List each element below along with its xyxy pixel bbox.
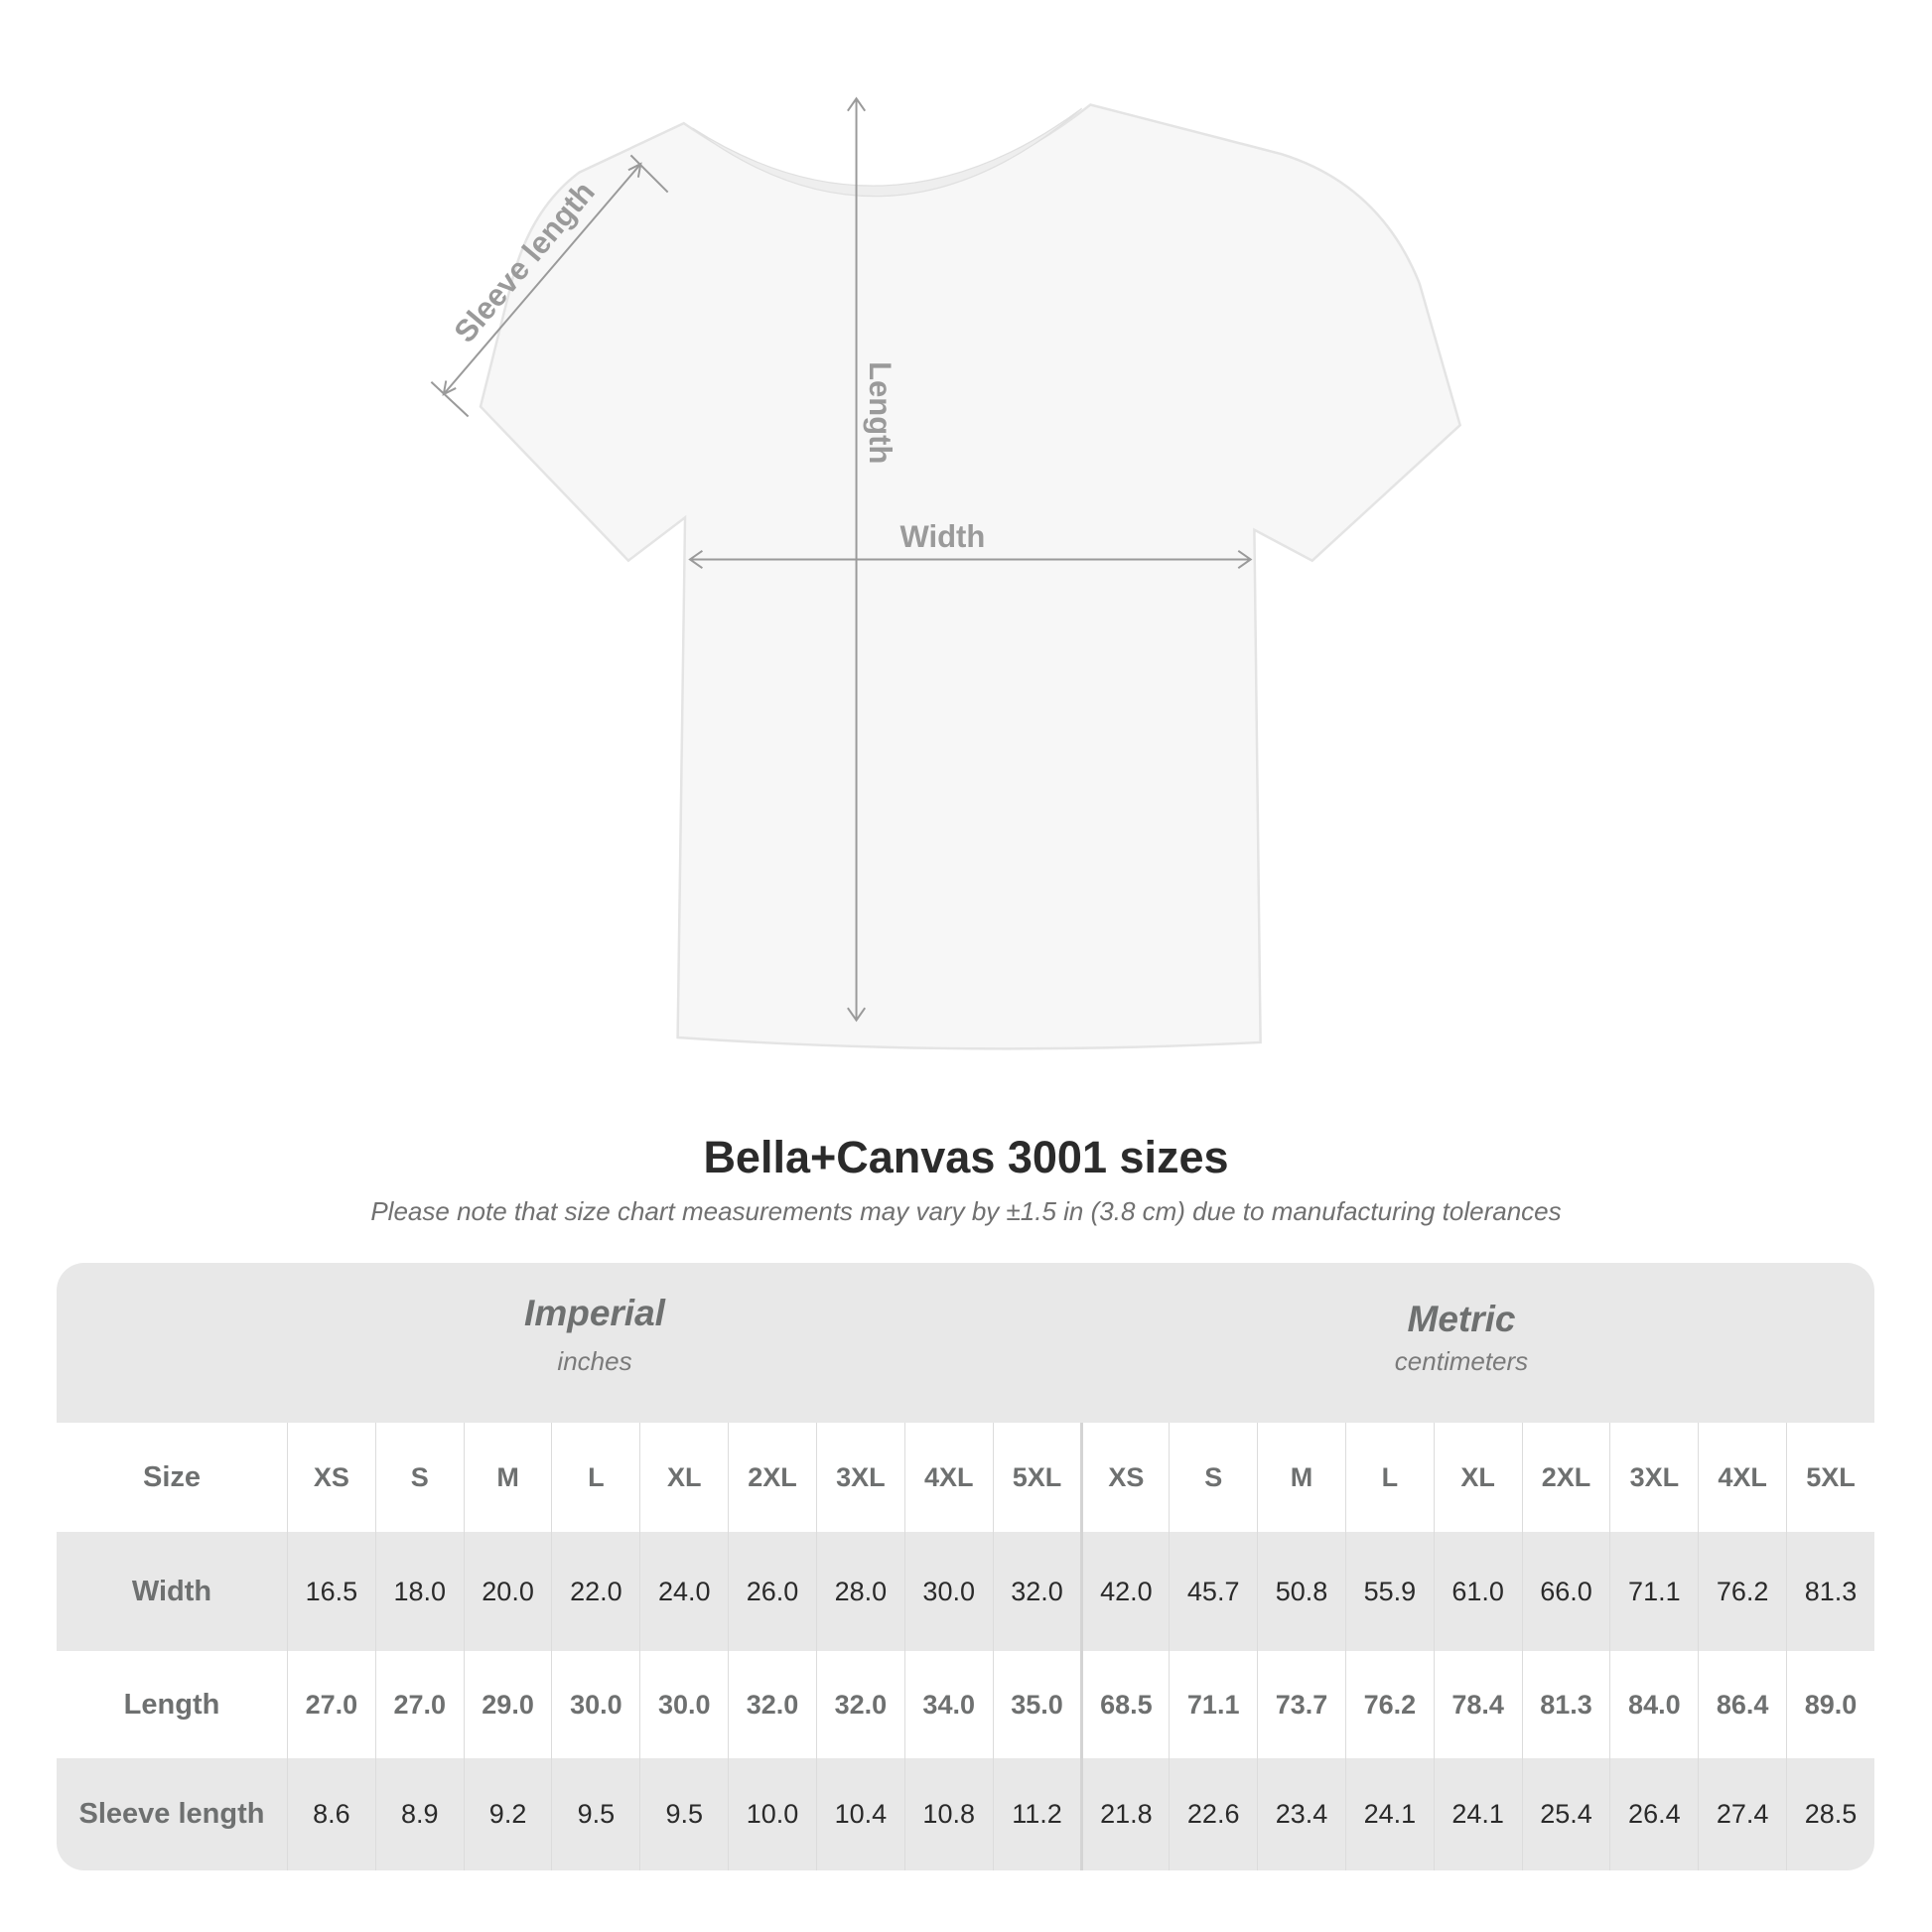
- imperial-header: Imperial inches: [198, 1293, 992, 1377]
- metric-size-header: XL: [1433, 1423, 1522, 1532]
- imperial-value-cell: 22.0: [551, 1532, 639, 1651]
- imperial-value-cell: 9.5: [639, 1758, 728, 1870]
- imperial-value-cell: 8.6: [287, 1758, 375, 1870]
- metric-value-cell: 71.1: [1169, 1651, 1257, 1758]
- metric-value-cell: 71.1: [1609, 1532, 1698, 1651]
- imperial-value-cell: 32.0: [815, 1651, 904, 1758]
- tshirt-collar: [692, 107, 1083, 198]
- table-row: Length 27.0 27.0 29.0 30.0 30.0 32.0 32.0 34.0 35…: [57, 1651, 1874, 1758]
- metric-size-header: 3XL: [1609, 1423, 1698, 1532]
- metric-unit: centimeters: [1394, 1346, 1529, 1376]
- imperial-size-header: 3XL: [815, 1423, 904, 1532]
- width-label: Width: [899, 519, 985, 554]
- metric-value-cell: 50.8: [1257, 1532, 1345, 1651]
- sleeve-arrow: [443, 163, 642, 395]
- imperial-size-header: S: [374, 1423, 464, 1532]
- metric-value-cell: 73.7: [1257, 1651, 1345, 1758]
- metric-value-cell: 24.1: [1433, 1758, 1522, 1870]
- imperial-size-header: XL: [639, 1423, 728, 1532]
- imperial-value-cell: 9.5: [551, 1758, 639, 1870]
- metric-value-cell: 61.0: [1433, 1532, 1522, 1651]
- metric-value-cell: 42.0: [1080, 1532, 1169, 1651]
- metric-value-cell: 76.2: [1344, 1651, 1434, 1758]
- size-label: Size: [142, 1460, 202, 1493]
- imperial-value-cell: 29.0: [463, 1651, 552, 1758]
- imperial-size-header: 5XL: [992, 1423, 1081, 1532]
- imperial-value-cell: 35.0: [992, 1651, 1081, 1758]
- metric-value-cell: 81.3: [1521, 1651, 1610, 1758]
- imperial-value-cell: 16.5: [287, 1532, 375, 1651]
- metric-title: Metric: [1407, 1299, 1516, 1339]
- imperial-value-cell: 8.9: [374, 1758, 464, 1870]
- metric-value-cell: 86.4: [1698, 1651, 1786, 1758]
- length-label: Length: [863, 361, 897, 464]
- imperial-size-header: M: [463, 1423, 552, 1532]
- imperial-size-header: 4XL: [903, 1423, 993, 1532]
- imperial-value-cell: 18.0: [374, 1532, 464, 1651]
- chart-title: Bella+Canvas 3001 sizes: [703, 1132, 1229, 1182]
- tolerance-note: Please note that size chart measurements…: [370, 1196, 1562, 1226]
- metric-value-cell: 45.7: [1169, 1532, 1257, 1651]
- metric-value-cell: 68.5: [1080, 1651, 1169, 1758]
- metric-value-cell: 89.0: [1786, 1651, 1874, 1758]
- table-row: Sleeve length 8.6 8.9 9.2 9.5 9.5 10.0 10.4 10.8…: [57, 1758, 1874, 1870]
- imperial-value-cell: 10.0: [728, 1758, 816, 1870]
- metric-value-cell: 21.8: [1080, 1758, 1169, 1870]
- metric-value-cell: 55.9: [1344, 1532, 1434, 1651]
- imperial-value-cell: 30.0: [903, 1532, 993, 1651]
- imperial-size-header: XS: [287, 1423, 375, 1532]
- metric-size-header: L: [1344, 1423, 1434, 1532]
- imperial-value-cell: 11.2: [992, 1758, 1081, 1870]
- metric-size-header: S: [1169, 1423, 1257, 1532]
- tshirt-image: [479, 103, 1462, 1050]
- imperial-unit: inches: [557, 1346, 632, 1376]
- row-label: Width: [131, 1575, 212, 1607]
- imperial-value-cell: 32.0: [992, 1532, 1081, 1651]
- imperial-value-cell: 9.2: [463, 1758, 552, 1870]
- imperial-value-cell: 28.0: [815, 1532, 904, 1651]
- metric-value-cell: 26.4: [1609, 1758, 1698, 1870]
- imperial-value-cell: 10.8: [903, 1758, 993, 1870]
- imperial-value-cell: 30.0: [551, 1651, 639, 1758]
- metric-value-cell: 23.4: [1257, 1758, 1345, 1870]
- imperial-value-cell: 30.0: [639, 1651, 728, 1758]
- metric-size-header: 2XL: [1521, 1423, 1610, 1532]
- metric-value-cell: 24.1: [1344, 1758, 1434, 1870]
- imperial-value-cell: 20.0: [463, 1532, 552, 1651]
- metric-header: Metric centimeters: [1064, 1299, 1859, 1377]
- imperial-value-cell: 10.4: [815, 1758, 904, 1870]
- imperial-title: Imperial: [524, 1293, 665, 1333]
- metric-value-cell: 84.0: [1609, 1651, 1698, 1758]
- imperial-size-header: 2XL: [728, 1423, 816, 1532]
- table-row: Width 16.5 18.0 20.0 22.0 24.0 26.0 28.0 30.0 32.…: [57, 1532, 1874, 1651]
- metric-value-cell: 78.4: [1433, 1651, 1522, 1758]
- metric-size-header: 4XL: [1698, 1423, 1786, 1532]
- imperial-value-cell: 32.0: [728, 1651, 816, 1758]
- row-label: Length: [123, 1688, 220, 1721]
- metric-value-cell: 76.2: [1698, 1532, 1786, 1651]
- metric-value-cell: 28.5: [1786, 1758, 1874, 1870]
- imperial-value-cell: 26.0: [728, 1532, 816, 1651]
- metric-value-cell: 25.4: [1521, 1758, 1610, 1870]
- imperial-value-cell: 34.0: [903, 1651, 993, 1758]
- imperial-value-cell: 24.0: [639, 1532, 728, 1651]
- metric-size-header: XS: [1080, 1423, 1169, 1532]
- metric-size-header: 5XL: [1786, 1423, 1874, 1532]
- metric-value-cell: 22.6: [1169, 1758, 1257, 1870]
- size-table: Imperial inches Metric centimeters Size X…: [57, 1263, 1874, 1870]
- metric-size-header: M: [1257, 1423, 1345, 1532]
- imperial-size-header: L: [551, 1423, 639, 1532]
- metric-value-cell: 66.0: [1521, 1532, 1610, 1651]
- row-label: Sleeve length: [78, 1798, 265, 1830]
- imperial-value-cell: 27.0: [374, 1651, 464, 1758]
- size-header-row: Size XS S M L XL 2XL 3XL 4XL 5XL XS S M L XL 2XL 3XL 4XL 5…: [57, 1423, 1874, 1532]
- imperial-value-cell: 27.0: [287, 1651, 375, 1758]
- metric-value-cell: 27.4: [1698, 1758, 1786, 1870]
- metric-value-cell: 81.3: [1786, 1532, 1874, 1651]
